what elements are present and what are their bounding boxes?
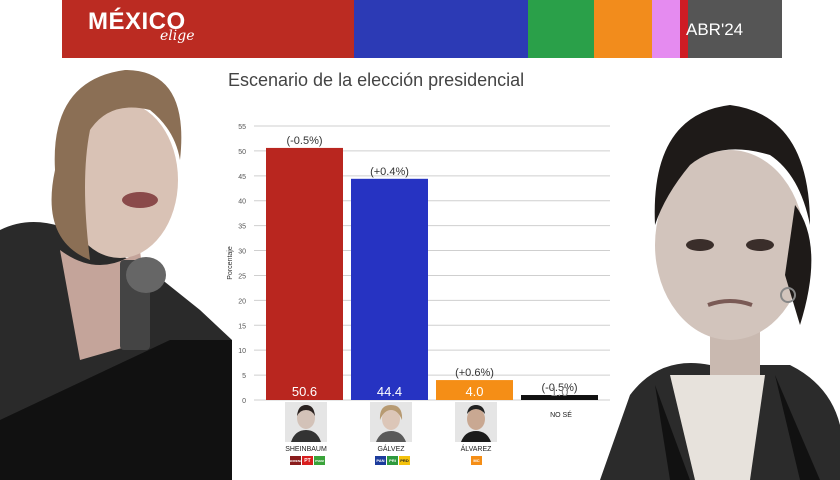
y-tick-label: 0 bbox=[242, 398, 246, 405]
candidate-label-nose: NO SÉ bbox=[550, 412, 572, 419]
y-tick-label: 15 bbox=[238, 323, 246, 330]
sheinbaum-thumbnail bbox=[285, 402, 327, 442]
stripe-pink bbox=[652, 0, 680, 58]
party-logos-sheinbaum: MORENA PT PVEM bbox=[289, 456, 325, 465]
stripe-crimson bbox=[680, 0, 688, 58]
candidate-label-galvez: GÁLVEZ bbox=[377, 446, 405, 453]
candidate-photo-left bbox=[0, 70, 232, 480]
value-label: 44.4 bbox=[377, 384, 402, 399]
y-tick-label: 10 bbox=[238, 348, 246, 355]
candidate-photo-right bbox=[600, 105, 840, 480]
y-tick-label: 35 bbox=[238, 224, 246, 231]
party-logos-alvarez: MC bbox=[471, 456, 482, 465]
stripe-green bbox=[528, 0, 594, 58]
chart-title: Escenario de la elección presidencial bbox=[228, 70, 525, 90]
morena-logo-icon: MORENA bbox=[289, 456, 302, 465]
value-label: 4.0 bbox=[465, 384, 483, 399]
galvez-thumbnail bbox=[370, 402, 412, 442]
y-tick-label: 55 bbox=[238, 124, 246, 131]
party-logos-galvez: PAN PRI PRD bbox=[375, 456, 410, 465]
change-label: (+0.4%) bbox=[370, 166, 409, 178]
change-label: (+0.6%) bbox=[455, 367, 494, 379]
bar-sheinbaum bbox=[266, 147, 343, 400]
bar-nos bbox=[521, 395, 598, 400]
candidate-label-sheinbaum: SHEINBAUM bbox=[285, 446, 327, 453]
mexico-elige-logo: MÉXICO bbox=[88, 8, 186, 35]
candidate-label-alvarez: ÁLVAREZ bbox=[460, 446, 492, 453]
mc-logo-icon: MC bbox=[471, 456, 482, 465]
y-tick-label: 25 bbox=[238, 273, 246, 280]
stripe-orange bbox=[594, 0, 652, 58]
alvarez-thumbnail bbox=[455, 402, 497, 442]
y-tick-label: 5 bbox=[242, 373, 246, 380]
survey-date: ABR'24 bbox=[686, 20, 744, 39]
y-tick-label: 20 bbox=[238, 298, 246, 305]
stripe-red bbox=[62, 0, 354, 58]
bar-glvez bbox=[351, 178, 428, 400]
prd-logo-icon: PRD bbox=[399, 456, 410, 465]
pan-logo-icon: PAN bbox=[375, 456, 386, 465]
y-tick-label: 45 bbox=[238, 174, 246, 181]
stripe-gray bbox=[688, 0, 782, 58]
pvem-logo-icon: PVEM bbox=[314, 456, 325, 465]
change-label: (-0.5%) bbox=[286, 135, 322, 147]
value-label: 1.0 bbox=[550, 384, 568, 399]
bar-lvarez bbox=[436, 380, 513, 400]
header-banner bbox=[62, 0, 782, 58]
stripe-blue bbox=[354, 0, 528, 58]
y-tick-label: 40 bbox=[238, 199, 246, 206]
change-label: (-0.5%) bbox=[541, 382, 577, 394]
logo-subtitle: elige bbox=[160, 28, 195, 44]
y-tick-label: 50 bbox=[238, 149, 246, 156]
pt-logo-icon: PT bbox=[302, 456, 313, 465]
y-tick-label: 30 bbox=[238, 249, 246, 256]
value-label: 50.6 bbox=[292, 384, 317, 399]
pri-logo-icon: PRI bbox=[387, 456, 398, 465]
